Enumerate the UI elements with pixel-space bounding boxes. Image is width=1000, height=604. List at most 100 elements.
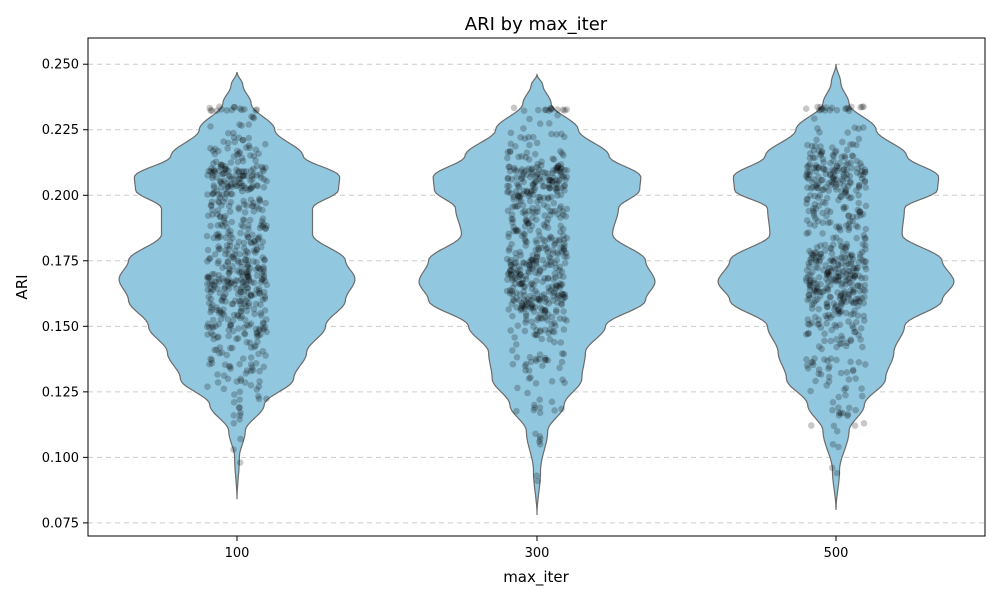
strip-point bbox=[837, 193, 844, 200]
strip-point bbox=[552, 274, 559, 281]
strip-point bbox=[532, 209, 539, 216]
strip-point bbox=[263, 395, 270, 403]
strip-point bbox=[261, 323, 269, 331]
strip-point bbox=[253, 182, 261, 189]
strip-point bbox=[521, 327, 529, 335]
strip-point bbox=[855, 182, 863, 189]
strip-point bbox=[544, 248, 552, 256]
strip-point bbox=[819, 219, 827, 226]
strip-point bbox=[535, 106, 542, 114]
strip-point bbox=[855, 359, 863, 366]
strip-point bbox=[851, 273, 858, 280]
strip-point bbox=[853, 187, 860, 194]
strip-point bbox=[532, 173, 540, 180]
strip-point bbox=[558, 300, 565, 307]
strip-point bbox=[231, 247, 239, 254]
strip-point bbox=[536, 232, 543, 239]
strip-point bbox=[508, 240, 515, 248]
strip-point bbox=[821, 241, 829, 249]
strip-point bbox=[846, 253, 854, 261]
strip-point bbox=[528, 285, 536, 293]
strip-point bbox=[510, 196, 517, 203]
strip-point bbox=[849, 255, 857, 263]
strip-point bbox=[531, 331, 538, 338]
strip-point bbox=[552, 237, 559, 244]
strip-point bbox=[208, 360, 216, 367]
strip-point bbox=[545, 195, 552, 203]
strip-point bbox=[804, 330, 812, 338]
strip-point bbox=[245, 272, 252, 280]
strip-point bbox=[815, 184, 822, 192]
strip-point bbox=[862, 265, 870, 273]
strip-point bbox=[236, 360, 243, 368]
strip-point bbox=[812, 182, 820, 190]
strip-point bbox=[558, 301, 565, 309]
strip-point bbox=[554, 250, 562, 258]
strip-point bbox=[856, 208, 864, 216]
strip-point bbox=[862, 361, 869, 368]
strip-point bbox=[548, 177, 555, 184]
strip-point bbox=[253, 246, 260, 254]
strip-point bbox=[544, 224, 552, 232]
strip-point bbox=[204, 280, 211, 288]
strip-point bbox=[519, 191, 526, 198]
strip-point bbox=[825, 187, 832, 194]
strip-point bbox=[252, 360, 260, 367]
strip-point bbox=[532, 216, 540, 223]
strip-point bbox=[233, 378, 241, 385]
strip-point bbox=[541, 237, 548, 244]
strip-point bbox=[547, 207, 554, 215]
strip-point bbox=[512, 254, 520, 262]
strip-point bbox=[524, 217, 531, 224]
strip-point bbox=[839, 248, 847, 256]
strip-point bbox=[233, 335, 240, 343]
strip-point bbox=[539, 278, 547, 286]
strip-point bbox=[842, 273, 849, 281]
strip-point bbox=[528, 318, 536, 326]
violin-500 bbox=[717, 64, 955, 510]
strip-point bbox=[842, 262, 849, 270]
strip-point bbox=[261, 288, 268, 296]
strip-point bbox=[540, 183, 548, 190]
strip-point bbox=[505, 182, 513, 190]
outlier-point bbox=[230, 446, 237, 453]
strip-point bbox=[252, 342, 259, 350]
x-axis: 100 300 500 bbox=[225, 536, 848, 561]
strip-point bbox=[247, 291, 255, 299]
strip-point bbox=[546, 185, 553, 192]
strip-point bbox=[526, 353, 534, 361]
outlier-point bbox=[533, 472, 540, 480]
strip-point bbox=[807, 271, 814, 279]
strip-point bbox=[224, 375, 232, 383]
strip-point bbox=[556, 315, 564, 322]
strip-point bbox=[554, 106, 561, 113]
strip-point bbox=[530, 323, 537, 331]
strip-point bbox=[539, 362, 546, 370]
strip-point bbox=[238, 182, 246, 190]
strip-point bbox=[844, 251, 852, 259]
strip-point bbox=[242, 184, 250, 192]
strip-point bbox=[819, 155, 827, 163]
strip-point bbox=[806, 154, 814, 162]
strip-point bbox=[232, 182, 240, 190]
strip-point bbox=[850, 265, 857, 273]
x-axis-label: max_iter bbox=[503, 568, 569, 587]
strip-point bbox=[810, 205, 817, 212]
outlier-point bbox=[830, 422, 838, 430]
strip-point bbox=[247, 152, 254, 159]
strip-point bbox=[226, 267, 234, 274]
strip-point bbox=[836, 180, 843, 188]
strip-point bbox=[858, 175, 866, 182]
strip-point bbox=[205, 273, 212, 281]
strip-point bbox=[825, 311, 832, 319]
strip-point bbox=[222, 290, 229, 298]
strip-point bbox=[506, 287, 514, 294]
strip-point bbox=[540, 221, 548, 229]
strip-point bbox=[250, 152, 258, 160]
strip-point bbox=[220, 198, 227, 205]
strip-point bbox=[808, 359, 815, 366]
strip-point bbox=[216, 194, 224, 201]
strip-point bbox=[806, 277, 814, 285]
outlier-point bbox=[833, 469, 841, 477]
strip-point bbox=[551, 338, 558, 346]
